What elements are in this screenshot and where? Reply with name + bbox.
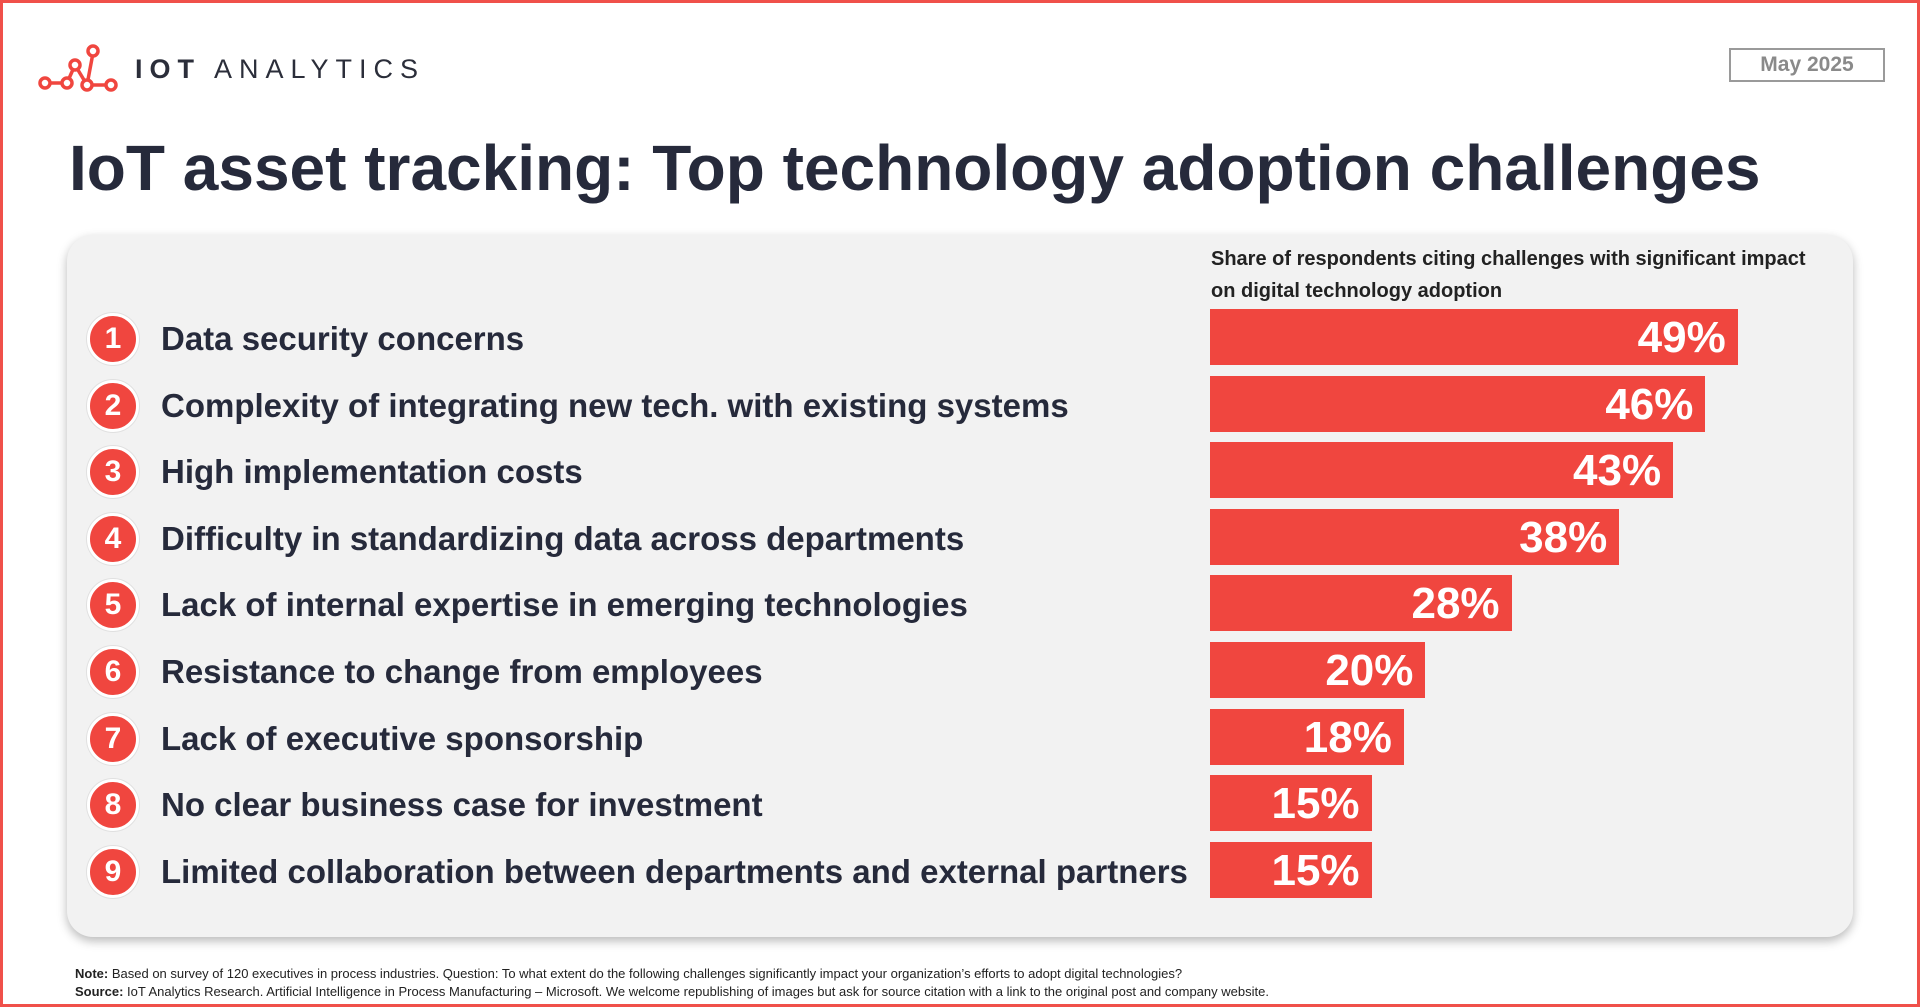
bar-value-label: 49% (1637, 313, 1726, 362)
bar: 15% (1210, 841, 1372, 898)
chart-subtitle: Share of respondents citing challenges w… (1211, 248, 1806, 302)
logo: IOT ANALYTICS (37, 39, 425, 99)
rank-badge: 5 (87, 579, 139, 632)
category-label: High implementation costs (161, 453, 583, 491)
network-logo-icon (38, 44, 118, 92)
chart-row: 4 Difficulty in standardizing data across… (3, 508, 1920, 565)
chart-row: 6 Resistance to change from employees 20% (3, 642, 1920, 698)
page-title: IoT asset tracking: Top technology adopt… (69, 132, 1761, 204)
bar-value-label: 43% (1573, 446, 1662, 496)
bar-value-label: 28% (1411, 579, 1500, 629)
category-label: No clear business case for investment (161, 786, 763, 824)
source-label: Source: (75, 984, 124, 999)
category-label: Complexity of integrating new tech. with… (161, 386, 1069, 424)
chart-row: 2 Complexity of integrating new tech. wit… (3, 375, 1920, 432)
footnotes: Note: Based on survey of 120 executives … (75, 965, 1269, 1001)
chart-row: 5 Lack of internal expertise in emerging … (3, 575, 1920, 632)
rank-badge: 8 (87, 779, 139, 832)
rank-badge: 2 (87, 379, 139, 432)
bar: 28% (1210, 575, 1512, 632)
bar-value-label: 15% (1271, 845, 1360, 895)
bar-value-label: 38% (1519, 512, 1608, 562)
date-badge: May 2025 (1729, 48, 1885, 82)
chart-row: 3 High implementation costs 43% (3, 442, 1920, 499)
note-line: Note: Based on survey of 120 executives … (75, 965, 1269, 983)
bar-value-label: 15% (1271, 779, 1360, 829)
category-label: Difficulty in standardizing data across … (161, 519, 965, 557)
chart-row: 7 Lack of executive sponsorship 18% (3, 708, 1920, 765)
brand-name: IOT ANALYTICS (135, 54, 425, 85)
bar: 49% (1210, 309, 1738, 365)
bar: 43% (1210, 442, 1674, 499)
chart-row: 8 No clear business case for investment 15… (3, 775, 1920, 832)
bar-value-label: 18% (1303, 712, 1392, 762)
bar-value-label: 20% (1325, 646, 1414, 695)
bar: 18% (1210, 708, 1404, 765)
bar: 38% (1210, 508, 1620, 565)
source-line: Source: IoT Analytics Research. Artifici… (75, 983, 1269, 1001)
rank-badge: 3 (87, 446, 139, 499)
rank-badge: 6 (87, 646, 139, 698)
brand-bold: IOT (135, 53, 201, 84)
category-label: Limited collaboration between department… (161, 852, 1188, 890)
source-text: IoT Analytics Research. Artificial Intel… (127, 984, 1269, 999)
category-label: Resistance to change from employees (161, 653, 763, 690)
category-label: Data security concerns (161, 320, 525, 357)
chart-row: 9 Limited collaboration between departmen… (3, 841, 1920, 898)
note-text: Based on survey of 120 executives in pro… (111, 966, 1183, 981)
bar: 20% (1210, 642, 1426, 698)
category-label: Lack of internal expertise in emerging t… (161, 586, 968, 624)
chart-row: 1 Data security concerns 49% (3, 309, 1920, 365)
note-label: Note: (75, 966, 109, 981)
bar: 46% (1210, 375, 1706, 432)
rank-badge: 1 (87, 313, 139, 365)
rank-badge: 7 (87, 712, 139, 765)
category-label: Lack of executive sponsorship (161, 719, 644, 757)
rank-badge: 4 (87, 512, 139, 565)
brand-light: ANALYTICS (214, 53, 426, 84)
bar: 15% (1210, 775, 1372, 832)
bar-value-label: 46% (1605, 379, 1694, 429)
rank-badge: 9 (87, 845, 139, 898)
